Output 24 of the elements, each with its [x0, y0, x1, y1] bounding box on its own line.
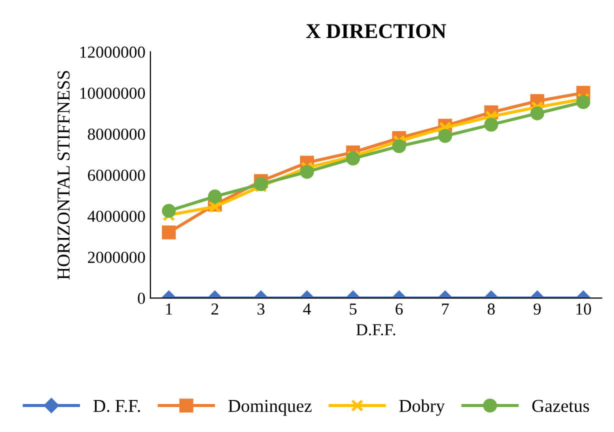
x-tick-label: 7 [442, 304, 449, 315]
x-tick-label: 8 [488, 303, 495, 315]
y-tick-label: 10000000 [80, 88, 145, 99]
y-tick-label: 12000000 [80, 46, 145, 58]
x-tick-label: 3 [258, 303, 264, 315]
x-tick-label: 5 [350, 304, 357, 315]
legend-label: D. F.F. [93, 400, 140, 412]
x-tick-label: 2 [211, 303, 218, 315]
x-tick-label: 6 [396, 303, 403, 315]
y-axis-title: HORIZONTAL STIFFNESS [58, 71, 70, 280]
y-tick-label: 8000000 [88, 128, 145, 140]
x-tick-label: 4 [303, 304, 311, 315]
y-tick-label: 2000000 [88, 252, 145, 263]
y-tick-label: 4000000 [88, 210, 145, 222]
chart-title: X DIRECTION [306, 24, 446, 38]
legend-label: Gazetus [532, 400, 590, 412]
legend-label: Dobry [399, 399, 445, 416]
y-tick-label: 6000000 [88, 170, 145, 181]
x-tick-label: 9 [534, 303, 541, 315]
legend-label: Dominquez [228, 400, 312, 416]
x-tick-label: 10 [576, 303, 591, 315]
x-axis-title: D.F.F. [356, 324, 396, 336]
y-tick-label: 0 [138, 292, 145, 304]
x-tick-label: 1 [166, 304, 172, 315]
